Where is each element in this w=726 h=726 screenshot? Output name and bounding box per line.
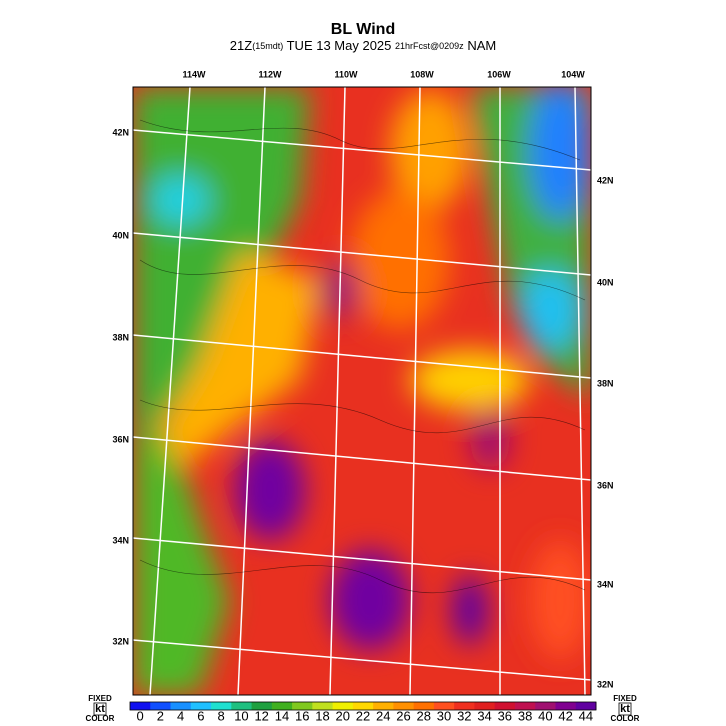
colorbar-label: 24	[376, 708, 390, 723]
lon-label: 106W	[487, 69, 511, 79]
wind-field	[133, 87, 591, 695]
colorbar-note: FIXED	[88, 694, 112, 703]
colorbar-label: 6	[197, 708, 204, 723]
colorbar-label: 10	[234, 708, 248, 723]
lat-label: 36N	[597, 480, 614, 490]
colorbar-swatch	[373, 702, 394, 710]
colorbar-label: 38	[518, 708, 532, 723]
colorbar-swatch	[130, 702, 151, 710]
lon-label: 108W	[410, 69, 434, 79]
colorbar-label: 30	[437, 708, 451, 723]
lat-label: 40N	[597, 277, 614, 287]
colorbar-note: kt	[620, 703, 630, 715]
note-box	[618, 702, 632, 716]
time: 21Z	[230, 38, 252, 53]
colorbar-swatch	[292, 702, 313, 710]
lat-label: 36N	[112, 434, 129, 444]
colorbar-swatch	[170, 702, 192, 710]
colorbar-label: 22	[356, 708, 370, 723]
lat-label: 32N	[112, 636, 129, 646]
colorbar-label: 44	[579, 708, 593, 723]
colorbar-swatch	[332, 702, 354, 710]
colorbar-label: 32	[457, 708, 471, 723]
colorbar-label: 2	[157, 708, 164, 723]
colorbar-label: 14	[275, 708, 289, 723]
isobars	[139, 119, 586, 594]
colorbar-note: COLOR	[86, 714, 115, 723]
colorbar-swatch	[190, 702, 212, 710]
colorbar-swatch	[150, 702, 172, 710]
lat-label: 34N	[112, 535, 129, 545]
subtitle: 21Z(15mdt) TUE 13 May 2025 21hrFcst@0209…	[230, 38, 496, 53]
forecast: 21hrFcst@0209z	[395, 41, 464, 51]
lat-label: 40N	[112, 230, 129, 240]
model: NAM	[467, 38, 496, 53]
colorbar-label: 36	[498, 708, 512, 723]
colorbar-label: 42	[558, 708, 572, 723]
date: TUE 13 May 2025	[287, 38, 392, 53]
colorbar-swatch	[271, 702, 293, 710]
note-box	[93, 702, 107, 716]
graticule	[133, 87, 591, 695]
lat-label: 38N	[112, 332, 129, 342]
colorbar-label: 12	[254, 708, 268, 723]
colorbar-label: 16	[295, 708, 309, 723]
lat-label: 42N	[597, 175, 614, 185]
lon-label: 112W	[258, 69, 282, 79]
colorbar-swatch	[211, 702, 232, 710]
colorbar-label: 40	[538, 708, 552, 723]
lat-label: 42N	[112, 127, 129, 137]
colorbar-swatch	[433, 702, 455, 710]
colorbar-swatch	[251, 702, 273, 710]
colorbar-swatch	[393, 702, 415, 710]
local-time: (15mdt)	[252, 41, 283, 51]
lat-label: 32N	[597, 679, 614, 689]
colorbar-swatch	[454, 702, 475, 710]
colorbar-swatch	[535, 702, 556, 710]
colorbar-label: 4	[177, 708, 184, 723]
colorbar-label: 0	[137, 708, 144, 723]
colorbar-swatch	[352, 702, 374, 710]
colorbar-swatch	[413, 702, 435, 710]
colorbar-label: 34	[477, 708, 491, 723]
colorbar-swatch	[575, 702, 597, 710]
colorbar-label: 26	[396, 708, 410, 723]
colorbar-note: COLOR	[611, 714, 640, 723]
colorbar-label: 8	[218, 708, 225, 723]
colorbar-swatch	[494, 702, 516, 710]
lon-label: 104W	[561, 69, 585, 79]
lat-label: 34N	[597, 579, 614, 589]
colorbar-label: 18	[315, 708, 329, 723]
colorbar-swatch	[312, 702, 334, 710]
colorbar-label: 20	[336, 708, 350, 723]
colorbar-label: 28	[417, 708, 431, 723]
colorbar-swatch	[555, 702, 577, 710]
colorbar-swatch	[231, 702, 253, 710]
title: BL Wind	[331, 21, 395, 38]
colorbar-note: FIXED	[613, 694, 637, 703]
lon-label: 110W	[334, 69, 358, 79]
map-frame	[132, 86, 592, 696]
lat-label: 38N	[597, 378, 614, 388]
colorbar-swatch	[474, 702, 496, 710]
lon-label: 114W	[182, 69, 206, 79]
colorbar-frame	[129, 701, 597, 711]
colorbar-swatch	[514, 702, 536, 710]
colorbar-note: kt	[95, 703, 105, 715]
